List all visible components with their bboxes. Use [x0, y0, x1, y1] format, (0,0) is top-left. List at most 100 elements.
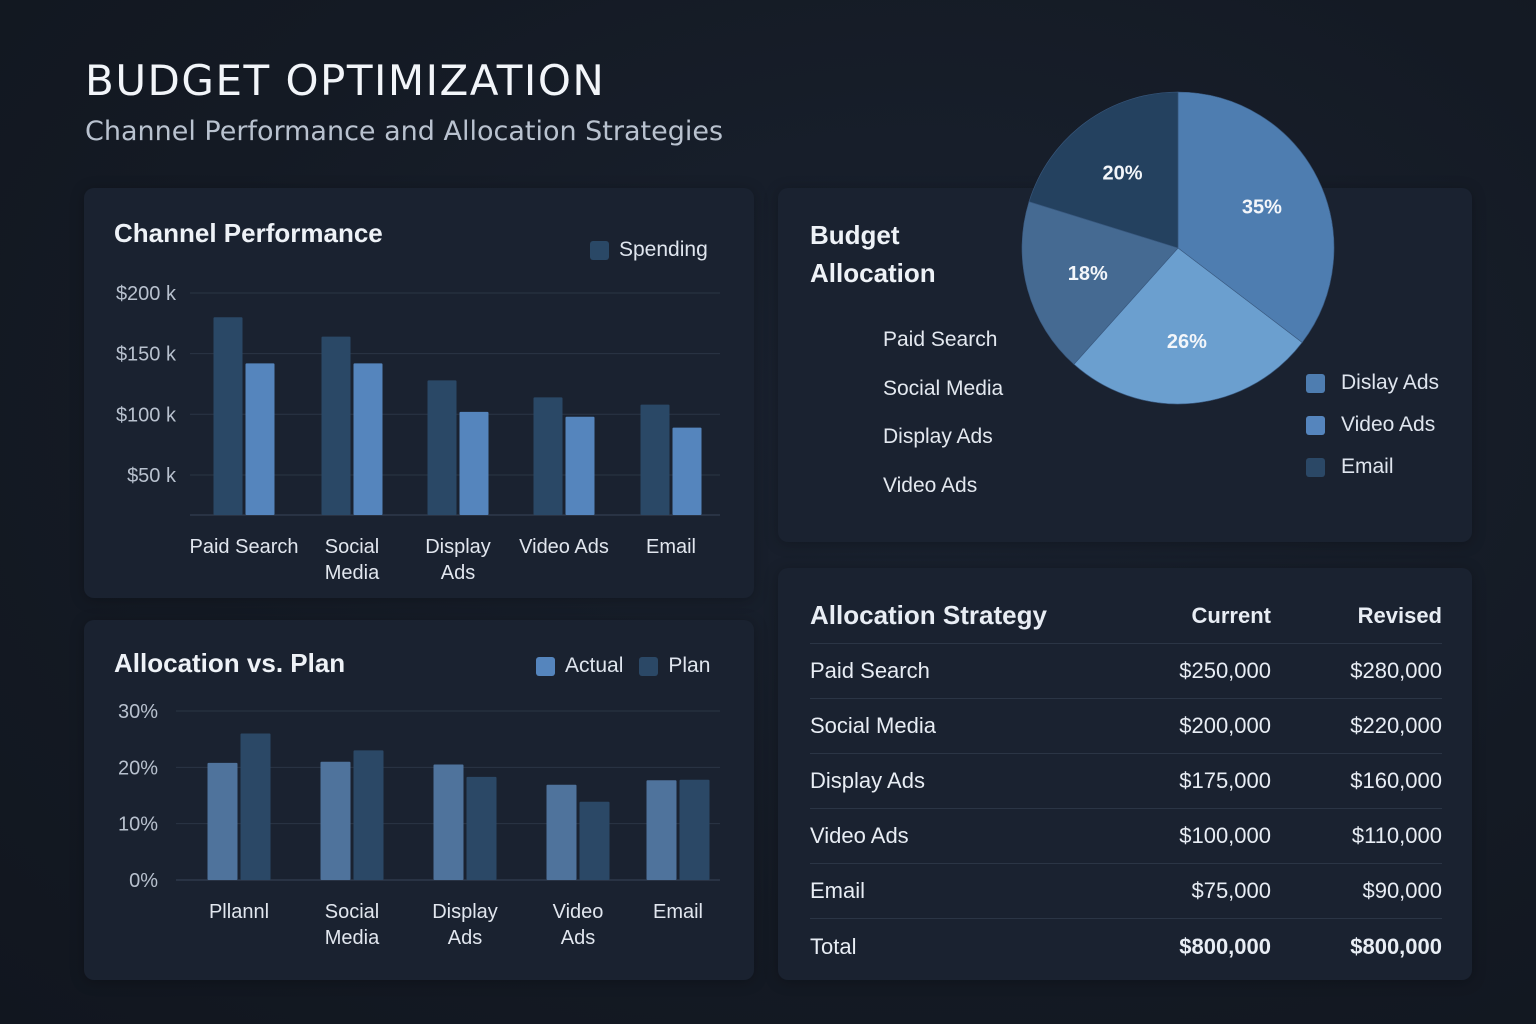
row-revised: $160,000: [1350, 768, 1442, 793]
table-row: Social Media $200,000 $220,000: [810, 699, 1442, 754]
row-current: $75,000: [1191, 878, 1271, 903]
legend-swatch-display-ads: [1306, 373, 1325, 393]
row-channel: Display Ads: [810, 768, 925, 793]
table-row: Display Ads $175,000 $160,000: [810, 754, 1442, 809]
row-current: $200,000: [1179, 713, 1271, 738]
legend-swatch-email: [1306, 457, 1325, 477]
pie-slice-label: 35%: [1242, 196, 1282, 218]
bar: [640, 404, 670, 515]
x-tick-label: Ads: [441, 562, 475, 584]
x-tick-label: Media: [325, 927, 380, 949]
allocation-vs-plan-title: Allocation vs. Plan: [114, 648, 346, 678]
allocation-strategy-table: Allocation Strategy Current Revised Paid…: [810, 588, 1442, 974]
x-tick-label: Social: [325, 536, 379, 558]
y-tick-label: 20%: [118, 757, 158, 779]
x-tick-label: Video Ads: [519, 536, 609, 558]
row-channel: Video Ads: [810, 823, 909, 848]
x-tick-label: Video: [553, 901, 604, 923]
budget-allocation-title-text: Budget Allocation: [810, 220, 936, 288]
bar: [546, 784, 577, 880]
page-subtitle: Channel Performance and Allocation Strat…: [85, 116, 724, 147]
pie-slice: [1021, 201, 1179, 365]
bar: [353, 750, 384, 880]
y-tick-label: $50 k: [127, 465, 177, 487]
y-tick-label: 30%: [118, 701, 158, 723]
x-tick-label: Media: [325, 562, 380, 584]
x-tick-label: Display: [432, 901, 498, 923]
row-current: $100,000: [1179, 823, 1271, 848]
column-header-revised: Revised: [1357, 602, 1442, 628]
pie-slice-label: 26%: [1167, 331, 1207, 353]
channel-label: Paid Search: [883, 328, 998, 351]
channel-performance-chart: $50 k $100 k $150 k $200 k Paid Search Social…: [116, 283, 720, 584]
allocation-strategy-card: Allocation Strategy Current Revised Paid…: [778, 568, 1472, 980]
pie-slice: [1028, 91, 1179, 249]
bar: [579, 801, 610, 880]
allocation-vs-plan-card: Allocation vs. Plan Actual Plan 0% 10% 20%…: [84, 620, 754, 980]
y-tick-label: 0%: [129, 870, 158, 892]
table-row: Paid Search $250,000 $280,000: [810, 644, 1442, 699]
pie-legend: Dislay Ads Video Ads Email: [1306, 362, 1439, 488]
total-current: $800,000: [1179, 933, 1271, 959]
table-body: Paid Search $250,000 $280,000 Social Media $…: [810, 644, 1442, 919]
legend-swatch-actual: [536, 656, 555, 676]
channel-label: Social Media: [883, 377, 1004, 400]
y-tick-label: $150 k: [116, 344, 177, 366]
legend-label-plan: Plan: [668, 654, 711, 677]
budget-allocation-title: Budget Allocation: [810, 216, 990, 292]
row-revised: $220,000: [1350, 713, 1442, 738]
allocation-vs-plan-legend: Actual Plan: [536, 654, 710, 678]
bar: [565, 416, 595, 515]
total-label: Total: [810, 933, 857, 959]
row-current: $175,000: [1179, 768, 1271, 793]
row-revised: $110,000: [1351, 823, 1442, 848]
x-tick-label: Ads: [561, 927, 595, 949]
bar: [533, 397, 563, 515]
channel-performance-legend: Spending: [590, 238, 708, 262]
bar: [466, 776, 497, 880]
channel-performance-card: Channel Performance Spending $50 k $100 k…: [84, 188, 754, 598]
bar: [321, 336, 351, 515]
pie-slice-label: 18%: [1068, 263, 1108, 285]
legend-label-video-ads: Video Ads: [1341, 413, 1436, 436]
legend-swatch-plan: [639, 656, 659, 676]
row-revised: $90,000: [1362, 878, 1442, 903]
bar: [459, 411, 489, 515]
table-row: Email $75,000 $90,000: [810, 864, 1442, 919]
channel-performance-title: Channel Performance: [114, 218, 383, 248]
bar: [353, 363, 383, 515]
row-channel: Paid Search: [810, 658, 930, 683]
legend-label-email: Email: [1341, 455, 1394, 478]
legend-label-actual: Actual: [565, 654, 624, 677]
legend-swatch-video-ads: [1306, 415, 1325, 435]
pie-slice: [1177, 91, 1335, 343]
budget-allocation-pie: 35% 26% 18% 20%: [1021, 91, 1335, 405]
page-title: BUDGET OPTIMIZATION: [85, 56, 606, 105]
legend-swatch-spending: [590, 240, 609, 260]
pie-slice: [1073, 247, 1303, 405]
x-tick-label: Display: [425, 536, 491, 558]
pie-legend-item: Dislay Ads: [1306, 362, 1439, 404]
bar: [320, 761, 351, 880]
legend-label-display-ads: Dislay Ads: [1341, 371, 1440, 394]
x-tick-label: Email: [653, 901, 703, 923]
bar: [207, 762, 238, 880]
y-tick-label: $200 k: [116, 283, 177, 305]
bar: [245, 363, 275, 515]
bar: [679, 779, 710, 880]
pie-legend-item: Email: [1306, 446, 1439, 488]
x-tick-label: Ads: [448, 927, 482, 949]
bar: [240, 733, 271, 880]
pie-legend-item: Video Ads: [1306, 404, 1439, 446]
channel-label: Video Ads: [883, 474, 978, 497]
bar: [213, 317, 243, 515]
row-revised: $280,000: [1350, 658, 1442, 683]
bar: [646, 780, 677, 880]
row-current: $250,000: [1179, 658, 1271, 683]
legend-label-spending: Spending: [619, 238, 708, 261]
y-tick-label: $100 k: [116, 404, 177, 426]
channel-label-list: Paid Search Social Media Display Ads Vid…: [883, 328, 1003, 522]
table-total-row: Total $800,000 $800,000: [810, 919, 1442, 974]
column-header-current: Current: [1191, 602, 1271, 628]
channel-label: Display Ads: [883, 425, 993, 448]
